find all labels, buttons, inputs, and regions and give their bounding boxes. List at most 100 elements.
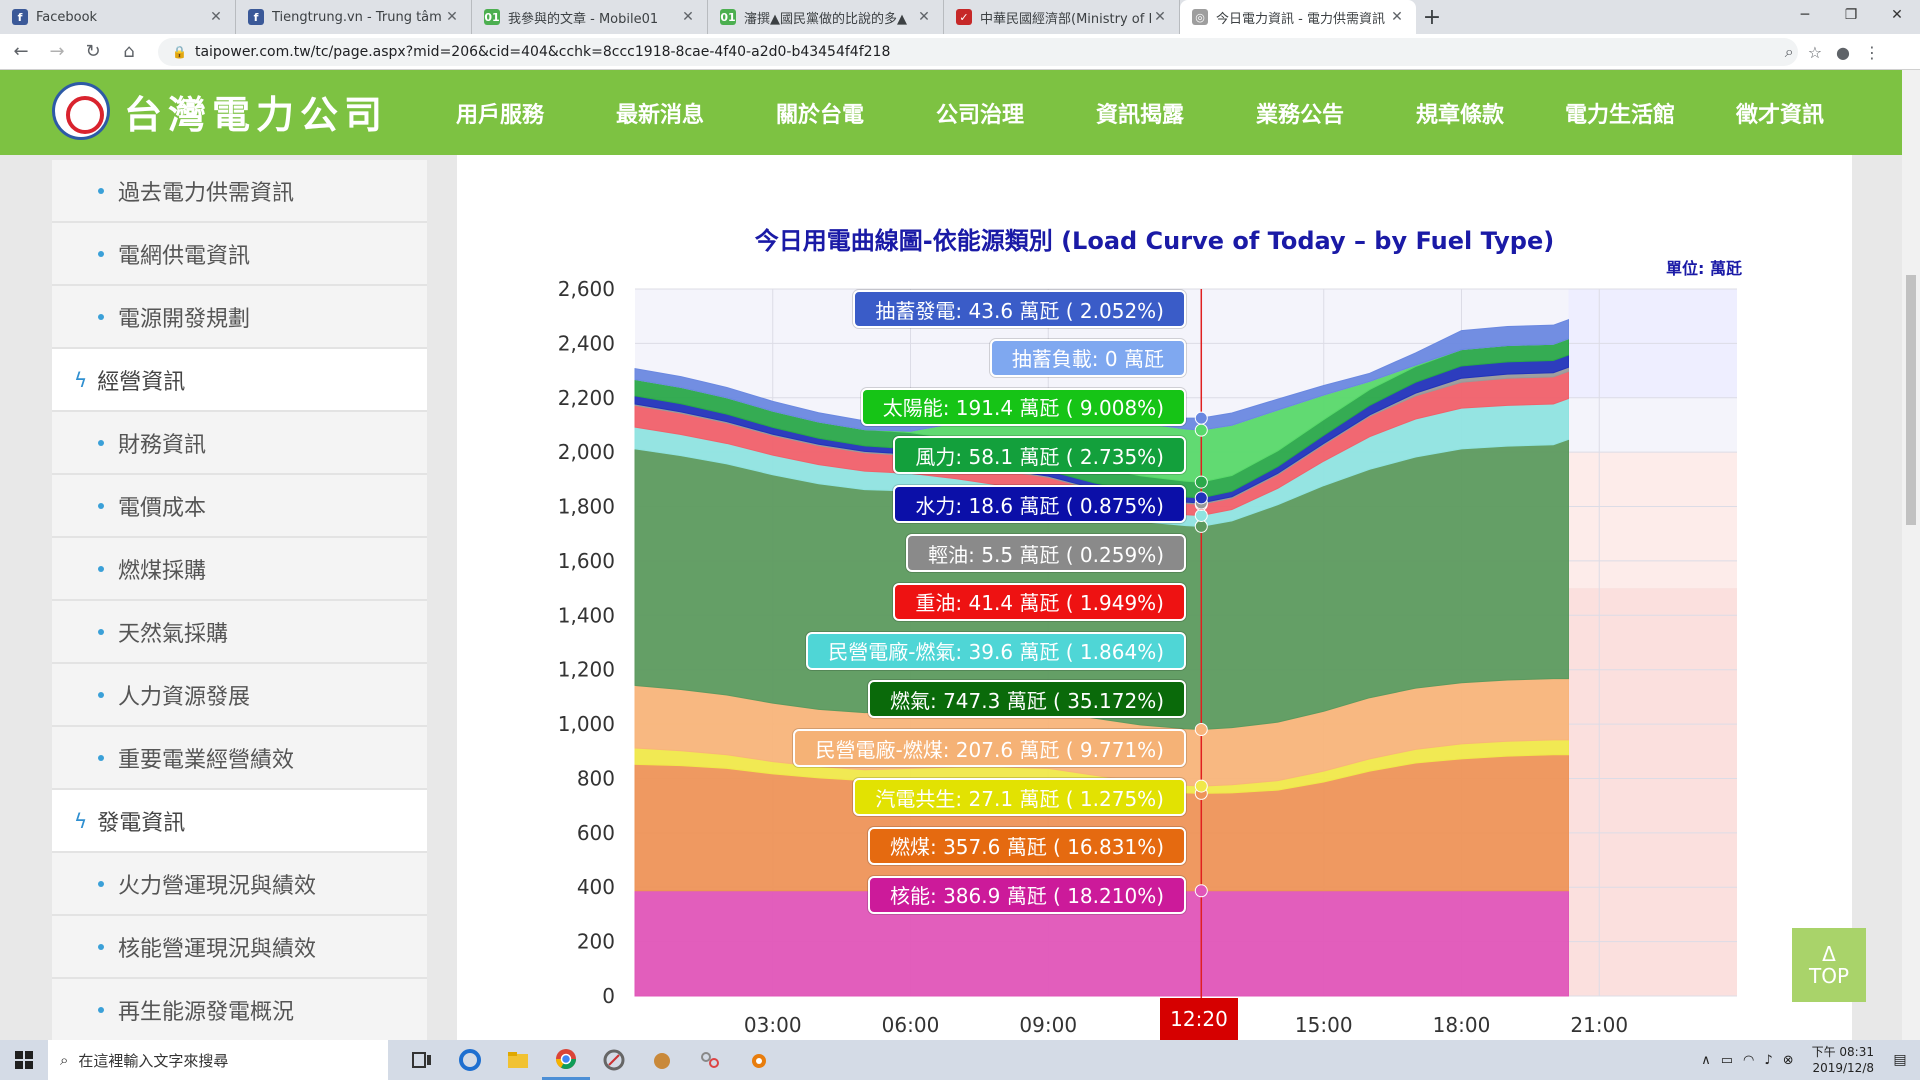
sidebar-item[interactable]: 核能營運現況與績效 xyxy=(52,916,427,979)
sidebar-item[interactable]: 財務資訊 xyxy=(52,412,427,475)
bullet-icon xyxy=(98,313,104,320)
reload-icon[interactable]: ↻ xyxy=(85,41,101,62)
browser-tab[interactable]: ◎ 今日電力資訊 - 電力供需資訊 - 三✕ xyxy=(1180,0,1416,34)
app-compass-icon[interactable] xyxy=(590,1040,638,1080)
sidebar-item-label: 過去電力供需資訊 xyxy=(118,180,295,206)
y-tick-label: 600 xyxy=(577,821,615,845)
browser-tab[interactable]: f Tiengtrung.vn - Trung tâm tiếng✕ xyxy=(236,0,472,34)
main-nav-item[interactable]: 資訊揭露 xyxy=(1095,102,1184,128)
sidebar-item[interactable]: 再生能源發電概況 xyxy=(52,979,427,1040)
sidebar-item[interactable]: 燃煤採購 xyxy=(52,538,427,601)
sidebar-item[interactable]: 電價成本 xyxy=(52,475,427,538)
y-tick-label: 1,400 xyxy=(558,603,615,627)
forward-icon[interactable]: → xyxy=(49,41,65,62)
ime-icon[interactable]: ⊗ xyxy=(1782,1052,1794,1068)
y-tick-label: 0 xyxy=(602,984,615,1008)
wifi-icon[interactable]: ◠ xyxy=(1743,1052,1755,1068)
windows-start-icon[interactable] xyxy=(0,1040,48,1080)
menu-icon[interactable]: ⋮ xyxy=(1864,42,1880,62)
tooltip-item: 輕油: 5.5 萬瓩 ( 0.259%) xyxy=(906,534,1186,572)
sidebar-group[interactable]: ϟ 經營資訊 xyxy=(52,349,427,412)
page-scrollbar[interactable] xyxy=(1902,70,1920,1040)
minimize-icon[interactable]: ─ xyxy=(1800,7,1810,23)
main-nav-item[interactable]: 規章條款 xyxy=(1415,102,1504,128)
tab-list: f Facebook ✕ f Tiengtrung.vn - Trung tâm tiế… xyxy=(0,0,1416,34)
back-to-top-button[interactable]: Δ TOP xyxy=(1792,928,1866,1002)
main-nav-item[interactable]: 最新消息 xyxy=(615,102,704,128)
x-tick-label: 15:00 xyxy=(1295,1013,1353,1037)
edge-icon[interactable] xyxy=(446,1040,494,1080)
address-bar: ← → ↻ ⌂ 🔒 taipower.com.tw/tc/page.aspx?m… xyxy=(0,34,1920,70)
system-tray: ∧ ▭ ◠ ♪ ⊗ 下午 08:31 2019/12/8 xyxy=(1701,1040,1874,1080)
sidebar-item[interactable]: 電源開發規劃 xyxy=(52,286,427,349)
tab-title: 今日電力資訊 - 電力供需資訊 - 三 xyxy=(1216,11,1388,27)
taskbar-clock[interactable]: 下午 08:31 2019/12/8 xyxy=(1812,1044,1874,1076)
main-nav-item[interactable]: 關於台電 xyxy=(775,102,864,128)
browser-tab[interactable]: 01 瀋撰▲國民黨做的比說的多▲ ✕ xyxy=(708,0,944,34)
y-tick-label: 2,600 xyxy=(558,277,615,301)
main-nav-item[interactable]: 業務公告 xyxy=(1255,102,1344,128)
app-fox-icon[interactable] xyxy=(638,1040,686,1080)
url-input[interactable]: 🔒 taipower.com.tw/tc/page.aspx?mid=206&c… xyxy=(158,37,1798,66)
sidebar-group[interactable]: ϟ 發電資訊 xyxy=(52,790,427,853)
close-window-icon[interactable]: ✕ xyxy=(1891,7,1903,23)
battery-icon[interactable]: ▭ xyxy=(1720,1052,1734,1068)
sidebar-item-label: 燃煤採購 xyxy=(118,558,207,584)
sidebar-item[interactable]: 電網供電資訊 xyxy=(52,223,427,286)
browser-tab[interactable]: 01 我參與的文章 - Mobile01 ✕ xyxy=(472,0,708,34)
series-marker xyxy=(1194,475,1208,489)
blender-icon[interactable] xyxy=(734,1040,782,1080)
tab-close-icon[interactable]: ✕ xyxy=(1154,9,1166,25)
sidebar-item[interactable]: 重要電業經營績效 xyxy=(52,727,427,790)
bullet-icon xyxy=(98,880,104,887)
site-logo[interactable]: 台灣電力公司 xyxy=(52,82,388,140)
scrollbar-thumb[interactable] xyxy=(1906,275,1916,525)
new-tab-button[interactable]: + xyxy=(1422,4,1442,30)
app-network-icon[interactable] xyxy=(686,1040,734,1080)
back-icon[interactable]: ← xyxy=(13,41,29,62)
series-marker xyxy=(1194,723,1208,737)
window-controls: ─ ❐ ✕ xyxy=(1782,0,1920,30)
browser-tab[interactable]: ✓ 中華民國經濟部(Ministry of Eco✕ xyxy=(944,0,1180,34)
series-marker xyxy=(1194,411,1208,425)
bookmark-star-icon[interactable]: ☆ xyxy=(1807,42,1823,62)
back-to-top-label: TOP xyxy=(1808,964,1850,988)
main-nav-item[interactable]: 用戶服務 xyxy=(455,102,544,128)
home-icon[interactable]: ⌂ xyxy=(123,41,135,62)
y-tick-label: 1,600 xyxy=(558,549,615,573)
url-text: taipower.com.tw/tc/page.aspx?mid=206&cid… xyxy=(194,43,891,60)
bullet-icon xyxy=(98,565,104,572)
x-tick-label: 06:00 xyxy=(882,1013,940,1037)
search-icon: ⌕ xyxy=(60,1051,69,1069)
zoom-icon[interactable]: ⌕ xyxy=(1784,42,1794,61)
sidebar-item[interactable]: 天然氣採購 xyxy=(52,601,427,664)
chrome-icon[interactable] xyxy=(542,1040,590,1080)
browser-tab[interactable]: f Facebook ✕ xyxy=(0,0,236,34)
notification-icon[interactable]: ▤ xyxy=(1893,1052,1907,1068)
task-view-icon[interactable] xyxy=(398,1040,446,1080)
main-nav-item[interactable]: 徵才資訊 xyxy=(1735,102,1824,128)
series-marker xyxy=(1194,519,1208,533)
tab-close-icon[interactable]: ✕ xyxy=(446,9,458,25)
tab-close-icon[interactable]: ✕ xyxy=(1391,9,1403,25)
file-explorer-icon[interactable] xyxy=(494,1040,542,1080)
tab-close-icon[interactable]: ✕ xyxy=(210,9,222,25)
current-time-badge: 12:20 xyxy=(1160,998,1238,1040)
main-nav-item[interactable]: 電力生活館 xyxy=(1564,102,1675,128)
sidebar-item-label: 電源開發規劃 xyxy=(118,306,251,332)
main-nav-item[interactable]: 公司治理 xyxy=(935,102,1024,128)
taskbar-search-box[interactable]: ⌕ 在這裡輸入文字來搜尋 xyxy=(48,1040,388,1080)
sidebar: 過去電力供需資訊電網供電資訊電源開發規劃 ϟ 經營資訊 財務資訊 電價成本燃煤採購天然氣… xyxy=(52,160,427,1040)
sidebar-item[interactable]: 過去電力供需資訊 xyxy=(52,160,427,223)
tray-chevron-icon[interactable]: ∧ xyxy=(1701,1052,1711,1068)
tab-close-icon[interactable]: ✕ xyxy=(682,9,694,25)
sidebar-item[interactable]: 人力資源發展 xyxy=(52,664,427,727)
tab-title: Tiengtrung.vn - Trung tâm tiếng xyxy=(272,9,443,25)
sidebar-item[interactable]: 火力營運現況與績效 xyxy=(52,853,427,916)
volume-icon[interactable]: ♪ xyxy=(1764,1052,1773,1068)
profile-icon[interactable]: ● xyxy=(1836,42,1850,62)
tab-close-icon[interactable]: ✕ xyxy=(918,9,930,25)
chart-unit-label: 單位: 萬瓩 xyxy=(1666,259,1742,278)
maximize-icon[interactable]: ❐ xyxy=(1844,7,1858,23)
sidebar-item-label: 重要電業經營績效 xyxy=(118,747,295,773)
